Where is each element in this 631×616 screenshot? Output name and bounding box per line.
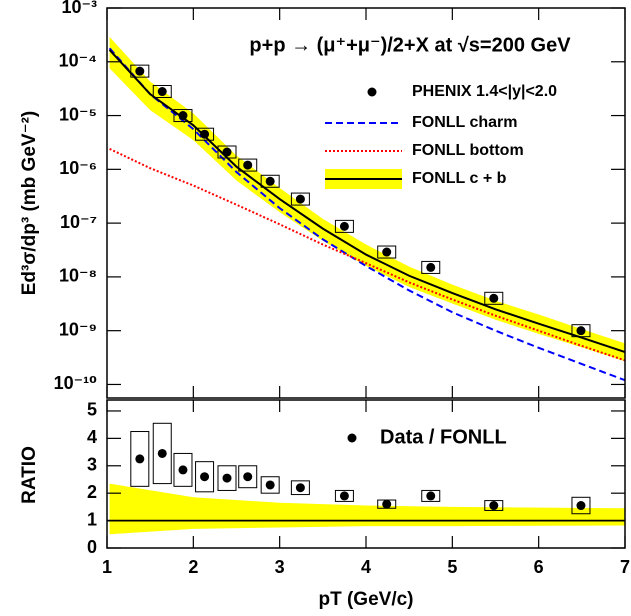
uncertainty-band (109, 483, 625, 535)
data-point (200, 129, 210, 139)
y-tick-label: 0 (87, 537, 97, 557)
y-tick-label: 4 (87, 427, 97, 447)
data-point (200, 472, 210, 482)
systematic-box (260, 174, 280, 188)
systematic-box (421, 260, 441, 274)
y-axis-label: RATIO (19, 446, 40, 504)
data-point (339, 491, 349, 501)
systematic-box (571, 324, 591, 338)
y-tick-label: 10⁻⁸ (59, 266, 97, 286)
x-tick-label: 1 (102, 557, 112, 577)
x-tick-label: 5 (447, 557, 457, 577)
curve (108, 47, 625, 382)
systematic-box (484, 500, 504, 511)
data-point (489, 293, 499, 303)
legend-label: PHENIX 1.4<|y|<2.0 (412, 83, 557, 100)
y-axis-label: Ed³σ/dp³ (mb GeV⁻²) (19, 111, 40, 296)
data-point (265, 480, 275, 490)
data-point (178, 465, 188, 475)
systematic-box (152, 422, 172, 485)
systematic-box (130, 64, 150, 78)
y-tick-label: 3 (87, 455, 97, 475)
y-tick-label: 10⁻³ (61, 0, 97, 17)
data-point (576, 326, 586, 336)
uncertainty-band (109, 36, 625, 362)
systematic-box (195, 461, 215, 493)
y-tick-label: 1 (87, 509, 97, 529)
data-point (295, 483, 305, 493)
data-point (382, 499, 392, 509)
chart-title: p+p → (μ⁺+μ⁻)/2+X at √s=200 GeV (249, 34, 571, 56)
y-tick-label: 5 (87, 400, 97, 420)
systematic-box (334, 489, 354, 502)
legend-label: Data / FONLL (380, 426, 507, 448)
x-tick-label: 6 (534, 557, 544, 577)
data-point (426, 491, 436, 501)
systematic-box (152, 85, 172, 99)
systematic-box (571, 496, 591, 515)
data-point (243, 472, 253, 482)
systematic-box (195, 127, 215, 141)
data-point (157, 87, 167, 97)
systematic-box (217, 145, 237, 159)
curve (108, 49, 625, 354)
curve (109, 147, 625, 362)
systematic-box (238, 465, 258, 489)
data-point (222, 473, 232, 483)
data-point (382, 247, 392, 257)
systematic-box (377, 245, 397, 259)
y-tick-label: 10⁻⁴ (59, 51, 97, 71)
x-tick-label: 7 (620, 557, 630, 577)
systematic-box (173, 452, 193, 487)
y-tick-label: 10⁻⁶ (59, 158, 97, 178)
legend-label: FONLL charm (412, 114, 518, 131)
systematic-box (260, 476, 280, 494)
y-tick-label: 10⁻¹⁰ (54, 373, 98, 393)
systematic-box (290, 192, 310, 206)
data-point (135, 66, 145, 76)
data-point (489, 501, 499, 511)
legend-marker (367, 87, 377, 97)
data-point (222, 147, 232, 157)
systematic-box (173, 109, 193, 123)
x-tick-label: 3 (275, 557, 285, 577)
plot-frame (106, 7, 626, 399)
systematic-box (130, 431, 150, 487)
data-point (576, 501, 586, 511)
data-point (426, 262, 436, 272)
systematic-box (217, 465, 237, 491)
systematic-box (334, 219, 354, 233)
legend-marker (347, 433, 357, 443)
data-point (339, 221, 349, 231)
y-tick-label: 2 (87, 482, 97, 502)
x-tick-label: 4 (361, 557, 371, 577)
systematic-box (238, 158, 258, 172)
legend-label: FONLL bottom (412, 142, 524, 159)
legend-label: FONLL c + b (412, 170, 507, 187)
data-point (135, 454, 145, 464)
data-point (157, 448, 167, 458)
y-tick-label: 10⁻⁷ (60, 212, 97, 232)
y-tick-label: 10⁻⁹ (59, 319, 97, 339)
systematic-box (484, 291, 504, 305)
data-point (265, 176, 275, 186)
x-tick-label: 2 (188, 557, 198, 577)
data-point (178, 111, 188, 121)
systematic-box (290, 480, 310, 496)
x-axis-label: pT (GeV/c) (318, 589, 413, 610)
data-point (295, 194, 305, 204)
data-point (243, 160, 253, 170)
y-tick-label: 10⁻⁵ (59, 104, 97, 124)
systematic-box (421, 489, 441, 502)
